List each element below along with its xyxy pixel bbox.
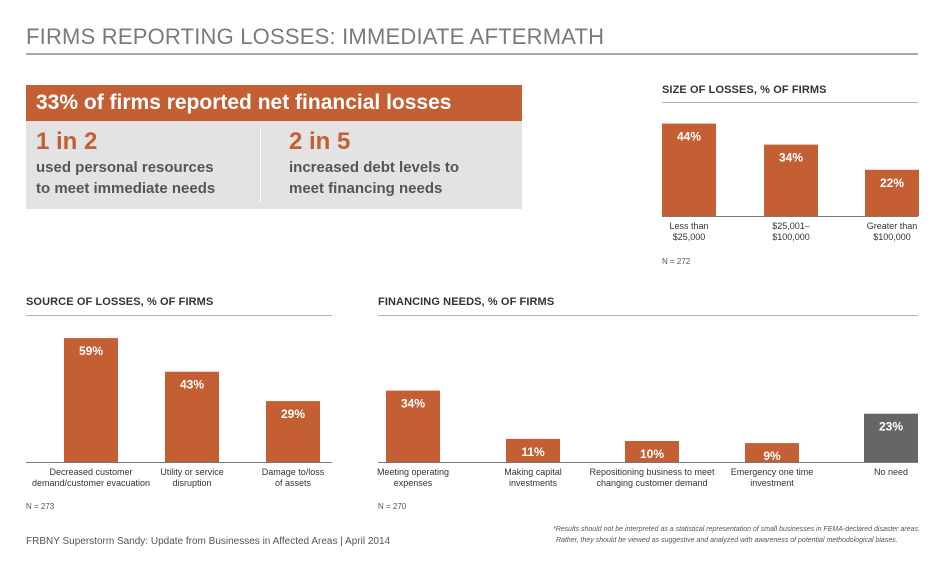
category-label: $100,000 bbox=[873, 232, 911, 242]
bar bbox=[506, 438, 560, 462]
bar bbox=[64, 338, 118, 462]
financing-needs-rule bbox=[378, 315, 918, 316]
footer-disclaimer: *Results should not be interpreted as a … bbox=[553, 524, 920, 546]
category-label: Meeting operating bbox=[377, 467, 449, 477]
category-label: Repositioning business to meet bbox=[589, 467, 715, 477]
bar-value-label: 29% bbox=[281, 407, 305, 421]
stat-1-big: 1 in 2 bbox=[36, 128, 98, 155]
category-label: of assets bbox=[275, 478, 312, 488]
category-label: demand/customer evacuation bbox=[32, 478, 150, 488]
bar-value-label: 11% bbox=[521, 445, 545, 459]
size-losses-title: SIZE OF LOSSES, % OF FIRMS bbox=[662, 84, 827, 96]
size-losses-rule bbox=[662, 102, 918, 103]
size-losses-chart: 44%Less than$25,00034%$25,001–$100,00022… bbox=[662, 123, 919, 242]
bar bbox=[386, 390, 440, 462]
bar bbox=[745, 443, 799, 462]
source-losses-axis bbox=[26, 462, 332, 463]
stat-1-line1: used personal resources bbox=[36, 159, 214, 176]
bar bbox=[764, 144, 818, 216]
category-label: Greater than bbox=[867, 221, 918, 231]
source-losses-n: N = 273 bbox=[26, 502, 55, 511]
size-losses-axis bbox=[662, 216, 918, 217]
category-label: investment bbox=[750, 478, 794, 488]
title-rule bbox=[26, 53, 918, 55]
financing-needs-axis bbox=[378, 462, 918, 463]
category-label: Making capital bbox=[504, 467, 562, 477]
bar bbox=[625, 441, 679, 462]
category-label: Utility or service bbox=[160, 467, 224, 477]
footer-source: FRBNY Superstorm Sandy: Update from Busi… bbox=[26, 536, 391, 547]
page-title: FIRMS REPORTING LOSSES: IMMEDIATE AFTERM… bbox=[26, 24, 605, 49]
category-label: changing customer demand bbox=[596, 478, 707, 488]
bar-value-label: 34% bbox=[401, 397, 425, 411]
stat-1-line2: to meet immediate needs bbox=[36, 180, 216, 197]
bar-value-label: 44% bbox=[677, 130, 701, 144]
category-label: $100,000 bbox=[772, 232, 810, 242]
category-label: investments bbox=[509, 478, 558, 488]
source-losses-rule bbox=[26, 315, 332, 316]
bar bbox=[165, 371, 219, 462]
bar-value-label: 59% bbox=[79, 344, 103, 358]
stat-2-line2: meet financing needs bbox=[289, 180, 443, 197]
bar bbox=[865, 169, 919, 216]
financing-needs-n: N = 270 bbox=[378, 502, 407, 511]
bar bbox=[266, 401, 320, 462]
bar-value-label: 23% bbox=[879, 420, 903, 434]
category-label: Decreased customer bbox=[49, 467, 132, 477]
bar bbox=[662, 123, 716, 216]
bar bbox=[864, 413, 918, 462]
category-label: Less than bbox=[669, 221, 708, 231]
bar-value-label: 9% bbox=[763, 449, 781, 463]
bar-value-label: 10% bbox=[640, 447, 664, 461]
bar-value-label: 34% bbox=[779, 151, 803, 165]
category-label: Emergency one time bbox=[731, 467, 814, 477]
category-label: $25,001– bbox=[772, 221, 810, 231]
stat-2-big: 2 in 5 bbox=[289, 128, 351, 155]
disclaimer-line-2: Rather, they should be viewed as suggest… bbox=[556, 537, 898, 544]
size-losses-n: N = 272 bbox=[662, 257, 691, 266]
headline-banner: 33% of firms reported net financial loss… bbox=[26, 85, 522, 121]
stat-divider bbox=[260, 128, 261, 202]
financing-needs-title: FINANCING NEEDS, % OF FIRMS bbox=[378, 296, 555, 308]
category-label: disruption bbox=[172, 478, 211, 488]
category-label: Damage to/loss bbox=[262, 467, 325, 477]
category-label: No need bbox=[874, 467, 908, 477]
category-label: $25,000 bbox=[673, 232, 706, 242]
stat-2-line1: increased debt levels to bbox=[289, 159, 460, 176]
bar-value-label: 43% bbox=[180, 378, 204, 392]
category-label: expenses bbox=[394, 478, 433, 488]
disclaimer-line-1: *Results should not be interpreted as a … bbox=[553, 526, 920, 533]
source-losses-title: SOURCE OF LOSSES, % OF FIRMS bbox=[26, 296, 214, 308]
bar-value-label: 22% bbox=[880, 176, 904, 190]
